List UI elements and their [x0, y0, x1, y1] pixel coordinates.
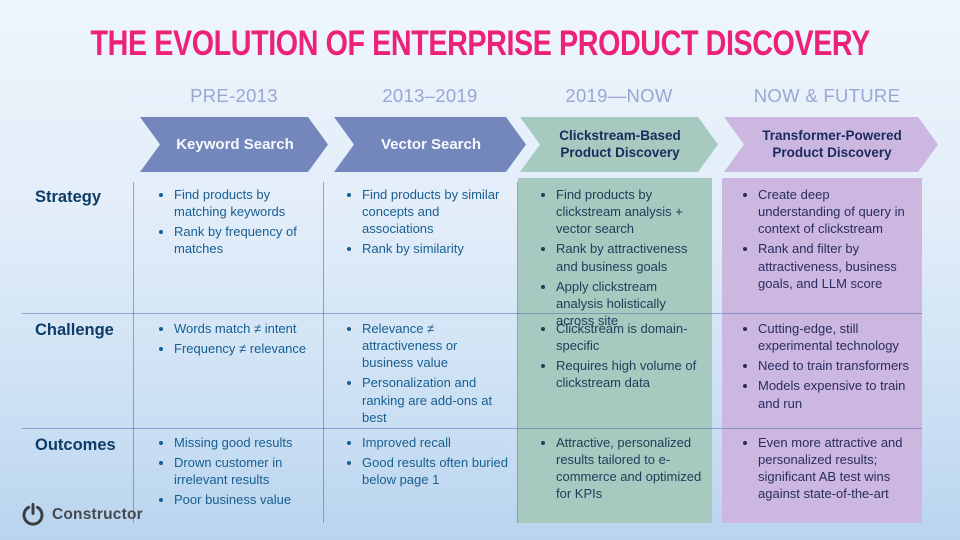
cell-strategy-keyword: Find products by matching keywords Rank … [146, 186, 320, 261]
cell-outcomes-transformer: Even more attractive and personalized re… [730, 434, 914, 506]
era-label-2019-now: 2019—NOW [565, 85, 673, 106]
bullet-item: Attractive, personalized results tailore… [556, 434, 706, 503]
row-label-outcomes: Outcomes [35, 436, 116, 454]
arrow-keyword-search: Keyword Search [140, 117, 328, 172]
cell-outcomes-clickstream: Attractive, personalized results tailore… [528, 434, 706, 506]
bullet-item: Personalization and ranking are add-ons … [362, 374, 512, 425]
bullet-item: Cutting-edge, still experimental technol… [758, 320, 914, 354]
column-background-transformer [722, 178, 922, 523]
bullet-item: Clickstream is domain-specific [556, 320, 706, 354]
arrow-label: Clickstream-Based Product Discovery [559, 127, 681, 160]
era-label-2013-2019: 2013–2019 [382, 85, 478, 106]
era-label-pre-2013: PRE-2013 [190, 85, 278, 106]
bullet-item: Find products by similar concepts and as… [362, 186, 512, 237]
bullet-item: Requires high volume of clickstream data [556, 357, 706, 391]
bullet-item: Even more attractive and personalized re… [758, 434, 914, 503]
logo-wordmark: Constructor [52, 506, 143, 523]
bullet-item: Poor business value [174, 491, 320, 508]
bullet-item: Rank by similarity [362, 240, 512, 257]
grid-horizontal-divider [22, 428, 922, 429]
bullet-item: Frequency ≠ relevance [174, 340, 320, 357]
arrow-label: Transformer-Powered Product Discovery [762, 127, 902, 160]
bullet-item: Improved recall [362, 434, 512, 451]
bullet-item: Rank by attractiveness and business goal… [556, 240, 706, 274]
constructor-logo: Constructor [20, 502, 143, 528]
power-wrench-icon [20, 502, 46, 528]
cell-challenge-keyword: Words match ≠ intent Frequency ≠ relevan… [146, 320, 320, 360]
era-label-now-future: NOW & FUTURE [753, 85, 901, 106]
arrow-clickstream-discovery: Clickstream-Based Product Discovery [520, 117, 718, 172]
bullet-item: Rank and filter by attractiveness, busin… [758, 240, 914, 291]
cell-strategy-vector: Find products by similar concepts and as… [334, 186, 512, 261]
cell-strategy-transformer: Create deep understanding of query in co… [730, 186, 914, 295]
bullet-item: Models expensive to train and run [758, 377, 914, 411]
cell-challenge-clickstream: Clickstream is domain-specific Requires … [528, 320, 706, 395]
bullet-item: Good results often buried below page 1 [362, 454, 512, 488]
bullet-item: Missing good results [174, 434, 320, 451]
grid-vertical-divider [133, 182, 134, 523]
grid-vertical-divider [517, 182, 518, 523]
bullet-item: Find products by matching keywords [174, 186, 320, 220]
grid-horizontal-divider [22, 313, 922, 314]
bullet-item: Words match ≠ intent [174, 320, 320, 337]
cell-challenge-vector: Relevance ≠ attractiveness or business v… [334, 320, 512, 429]
arrow-label: Keyword Search [176, 136, 294, 153]
page-title: THE EVOLUTION OF ENTERPRISE PRODUCT DISC… [90, 24, 870, 63]
grid-vertical-divider [323, 182, 324, 523]
column-background-clickstream [518, 178, 712, 523]
bullet-item: Create deep understanding of query in co… [758, 186, 914, 237]
bullet-item: Apply clickstream analysis holistically … [556, 278, 706, 329]
row-label-challenge: Challenge [35, 321, 114, 339]
bullet-item: Drown customer in irrelevant results [174, 454, 320, 488]
bullet-item: Need to train transformers [758, 357, 914, 374]
bullet-item: Rank by frequency of matches [174, 223, 320, 257]
cell-outcomes-vector: Improved recall Good results often burie… [334, 434, 512, 491]
cell-strategy-clickstream: Find products by clickstream analysis + … [528, 186, 706, 332]
arrow-vector-search: Vector Search [334, 117, 526, 172]
bullet-item: Find products by clickstream analysis + … [556, 186, 706, 237]
cell-challenge-transformer: Cutting-edge, still experimental technol… [730, 320, 914, 415]
arrow-label: Vector Search [380, 136, 482, 153]
title-wrap: THE EVOLUTION OF ENTERPRISE PRODUCT DISC… [0, 24, 960, 64]
arrow-transformer-discovery: Transformer-Powered Product Discovery [724, 117, 938, 172]
bullet-item: Relevance ≠ attractiveness or business v… [362, 320, 512, 371]
row-label-strategy: Strategy [35, 188, 102, 206]
cell-outcomes-keyword: Missing good results Drown customer in i… [146, 434, 320, 512]
